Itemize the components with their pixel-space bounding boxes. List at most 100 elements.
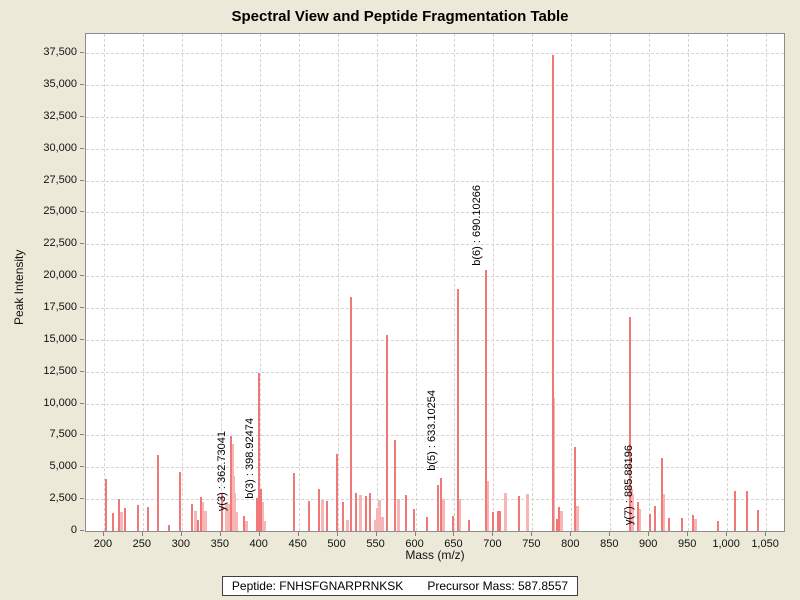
y-gridline [86, 403, 784, 405]
spectrum-peak [661, 494, 665, 531]
spectrum-peak [694, 518, 698, 531]
x-tick-label: 800 [561, 538, 580, 550]
spectrum-peak [229, 436, 232, 531]
spectrum-canvas: y(3) : 362.73041 b(3) : 398.92474 b(5) : 6… [86, 34, 784, 531]
spectrum-peak [552, 398, 556, 531]
y-gridline [86, 244, 784, 246]
y-gridline [86, 180, 784, 182]
peak-annotation: b(5) : 633.10254 [426, 390, 439, 472]
x-tick-label: 350 [210, 538, 229, 550]
x-tick-label: 450 [288, 538, 307, 550]
spectrum-peak [680, 517, 683, 531]
y-tick-label: 10,000 [43, 396, 77, 409]
spectrum-peak [105, 478, 108, 531]
x-gridline [766, 34, 768, 531]
x-gridline [376, 34, 378, 531]
spectrum-peak [262, 520, 266, 531]
x-tick-mark [297, 532, 299, 536]
y-tick-mark [80, 370, 84, 372]
spectrum-peak [497, 511, 500, 531]
spectrum-peak [437, 484, 440, 531]
x-tick-label: 700 [483, 538, 502, 550]
spectrum-peak [201, 501, 205, 531]
spectrum-peak [255, 497, 258, 531]
y-tick-label: 12,500 [43, 364, 77, 377]
spectrum-plot-area[interactable]: y(3) : 362.73041 b(3) : 398.92474 b(5) : 6… [85, 33, 785, 532]
spectrum-peak [137, 504, 140, 531]
x-gridline [649, 34, 651, 531]
y-gridline [86, 499, 784, 501]
x-gridline [259, 34, 261, 531]
y-tick-mark [80, 434, 84, 436]
spectrum-peak [317, 489, 320, 531]
x-tick-label: 750 [522, 538, 541, 550]
spectrum-peak [426, 516, 429, 531]
y-tick-mark [80, 243, 84, 245]
spectrum-peak [373, 519, 377, 531]
y-tick-mark [80, 402, 84, 404]
spectrum-peak [386, 335, 389, 531]
y-tick-mark [80, 83, 84, 85]
x-tick-mark [726, 532, 728, 536]
x-gridline [337, 34, 339, 531]
y-tick-label: 5,000 [49, 460, 77, 473]
x-tick-label: 650 [444, 538, 463, 550]
x-tick-label: 300 [171, 538, 190, 550]
spectrum-peak [637, 502, 640, 531]
spectrum-peak [492, 511, 495, 531]
spectrum-peak [364, 495, 367, 531]
spectrum-peak [660, 458, 663, 531]
x-gridline [493, 34, 495, 531]
spectrum-peak [157, 455, 160, 531]
spectrum-peak [292, 473, 295, 531]
y-gridline [86, 276, 784, 278]
spectrum-peak [560, 511, 564, 531]
spectrum-peak [691, 514, 694, 531]
spectrum-peak [526, 494, 530, 531]
y-tick-mark [80, 530, 84, 531]
y-tick-label: 0 [70, 524, 77, 536]
spectrum-peak [485, 481, 489, 531]
spectrum-peak [243, 515, 246, 531]
x-tick-mark [219, 532, 221, 536]
spectrum-peak [259, 489, 262, 531]
x-tick-mark [414, 532, 416, 536]
peptide-label: Peptide: FNHSFGNARPRNKSK [231, 579, 404, 593]
spectrum-peak [440, 477, 443, 531]
x-axis-title: Mass (m/z) [405, 548, 465, 562]
x-tick-mark [375, 532, 377, 536]
y-gridline [86, 148, 784, 150]
spectrum-peak [123, 508, 126, 531]
y-tick-mark [80, 498, 84, 500]
spectrum-peak [321, 499, 325, 531]
x-gridline [532, 34, 534, 531]
y-gridline [86, 307, 784, 309]
x-tick-label: 400 [249, 538, 268, 550]
x-tick-label: 500 [327, 538, 346, 550]
spectrum-peak [668, 518, 671, 531]
spectrum-peak [346, 519, 350, 531]
spectrum-peak [756, 509, 759, 531]
y-tick-label: 20,000 [43, 269, 77, 282]
y-tick-label: 7,500 [49, 428, 77, 441]
y-tick-label: 2,500 [49, 492, 77, 505]
y-gridline [86, 467, 784, 469]
y-tick-label: 15,000 [43, 332, 77, 345]
spectrum-peak [244, 520, 248, 531]
x-gridline [220, 34, 222, 531]
spectrum-peak [733, 490, 736, 531]
spectrum-peak [456, 289, 459, 531]
spectrum-peak [197, 519, 200, 531]
y-tick-label: 30,000 [43, 141, 77, 154]
spectrum-peak [224, 502, 228, 531]
spectrum-peak [221, 494, 224, 531]
y-tick-mark [80, 115, 84, 117]
y-tick-label: 25,000 [43, 205, 77, 218]
spectrum-peak [518, 495, 521, 531]
x-gridline [103, 34, 105, 531]
x-gridline [415, 34, 417, 531]
peak-annotation: y(3) : 362.73041 [215, 430, 228, 511]
spectrum-peak [120, 511, 124, 531]
spectrum-peak [380, 516, 384, 531]
spectrum-peak [234, 511, 238, 531]
